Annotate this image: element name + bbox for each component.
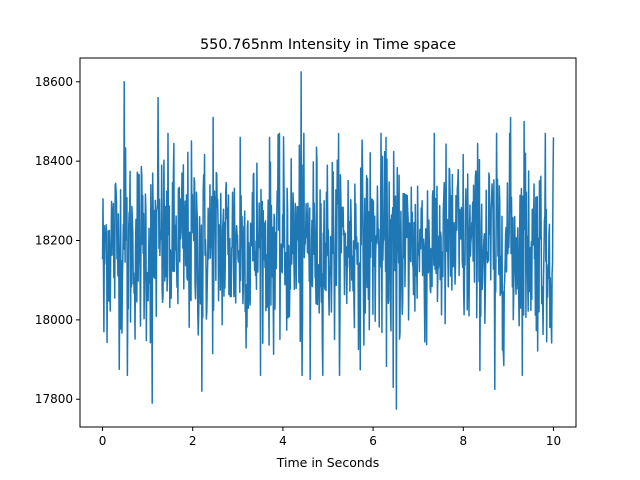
x-axis: 0 2 4 6 8 10 (99, 427, 561, 448)
chart-title: 550.765nm Intensity in Time space (200, 37, 456, 53)
y-tick-label: 18200 (35, 234, 73, 248)
x-tick-label: 2 (189, 434, 197, 448)
y-tick-label: 17800 (35, 392, 73, 406)
x-tick-label: 10 (546, 434, 561, 448)
plot-area (101, 71, 555, 410)
y-tick-label: 18400 (35, 154, 73, 168)
series-line (101, 71, 555, 410)
x-axis-label: Time in Seconds (276, 455, 379, 470)
y-tick-label: 18600 (35, 75, 73, 89)
y-axis: 17800 18000 18200 18400 18600 (35, 75, 80, 406)
y-tick-label: 18000 (35, 313, 73, 327)
x-tick-label: 6 (369, 434, 377, 448)
x-tick-label: 4 (279, 434, 287, 448)
x-tick-label: 8 (459, 434, 467, 448)
x-tick-label: 0 (99, 434, 107, 448)
axes-frame (79, 57, 577, 428)
